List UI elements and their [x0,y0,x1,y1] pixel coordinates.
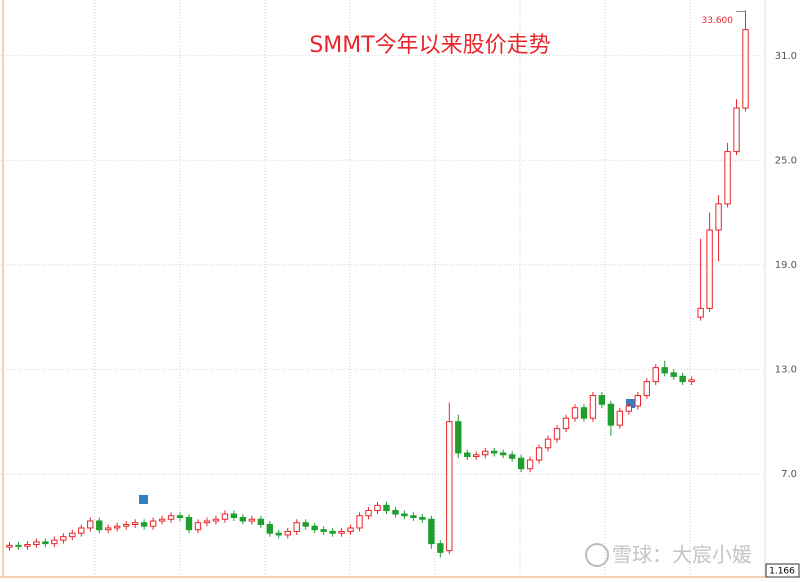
candle-body [517,457,525,470]
candle-body [437,543,444,553]
candle-body [33,541,40,546]
candle-body [176,515,184,518]
candle-body [688,379,695,383]
candle-body [140,522,148,527]
candle-body [455,421,462,454]
watermark-logo [585,543,609,567]
candle-body [634,395,641,407]
candle-body [652,367,659,383]
candle-body [87,520,94,529]
candle-body [571,407,579,419]
candle-body [742,29,749,109]
candle-body [221,513,229,520]
y-tick-label: 31.0 [775,51,797,62]
candle-body [266,523,273,534]
max-label: 33.600 [702,16,734,26]
y-tick-label: 13.0 [775,364,797,375]
candle-body [598,395,606,405]
candle-body [167,515,175,520]
candle-body [347,527,354,532]
candle-body [482,450,489,456]
candle-body [643,381,650,397]
candle-body [239,517,247,522]
watermark: 雪球：大宸小媛 [612,543,752,567]
candle-body [42,541,49,545]
candle-body [185,517,193,531]
candle-body [410,515,417,518]
candle-body [320,529,327,532]
candle-body [733,107,740,153]
candle-body [589,395,597,419]
candle-body [580,407,588,419]
candle-body [194,522,202,531]
y-tick-label: 19.0 [775,260,797,271]
candle-body [302,522,309,527]
candle-body [374,504,381,512]
candle-body [724,151,731,205]
candle-body [473,454,480,458]
candle-body [203,520,211,524]
candle-body [257,518,265,525]
candle-body [706,229,713,309]
candle-body [535,447,543,461]
candle-body [51,539,58,545]
candle-body [114,525,121,529]
candle-body [60,536,67,541]
candle-body [670,372,677,377]
candle-body [329,530,336,534]
candle-body [105,527,112,531]
candle-body [715,203,722,231]
candle-body [392,510,399,515]
candle-body [275,532,282,536]
candle-body [122,523,130,527]
candle-body [6,544,13,548]
candle-body [311,525,318,531]
candle-body [553,428,561,440]
candle-body [464,452,471,458]
candle-body [508,454,516,459]
candle-body [562,417,570,430]
last-label-box [765,563,800,578]
candle-body [419,517,426,520]
candle-body [428,518,435,545]
last-label: 1.166 [769,567,795,577]
candle-body [338,530,345,534]
candle-body [149,520,157,527]
candle-body [96,520,103,531]
candle-body [697,307,704,318]
candle-body [616,410,624,426]
candle-body [661,367,668,374]
candle-body [356,515,363,529]
vertical-grid [94,0,691,575]
candle-body [230,513,238,518]
candle-body [131,522,139,525]
candle-body [679,375,686,383]
candle-body [212,518,220,522]
candle-body [24,544,31,547]
candle-body [158,518,166,522]
candle-body [69,532,76,538]
y-tick-label: 7.0 [781,469,797,480]
candle-body [401,513,408,517]
candle-body [383,504,390,512]
chart-title: SMMT今年以来股价走势 [309,33,550,58]
candle-body [526,459,534,470]
candle-body [607,403,615,426]
candle-body [625,405,633,412]
candle-body [15,544,22,547]
event-marker [626,399,635,408]
candle-body [293,522,300,532]
y-tick-label: 25.0 [775,155,797,166]
candle-body [78,527,85,534]
candle-body [544,438,552,449]
candle-body [499,452,507,456]
candle-body [446,421,453,552]
candle-body [490,450,498,454]
event-marker [139,495,148,504]
candle-body [248,518,256,522]
candle-body [284,530,291,536]
candle-body [365,510,372,517]
